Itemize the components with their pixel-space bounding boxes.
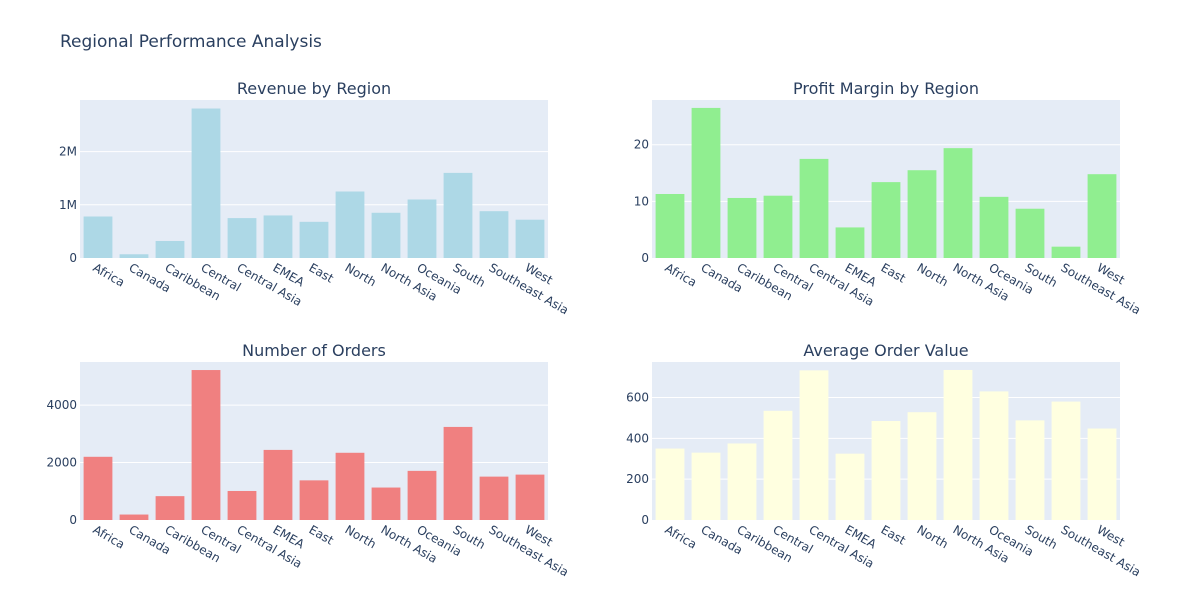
bar[interactable] [727, 197, 757, 258]
bar[interactable] [119, 254, 149, 258]
bar[interactable] [835, 227, 865, 258]
bar[interactable] [799, 158, 829, 258]
bar[interactable] [799, 370, 829, 520]
bar[interactable] [155, 496, 185, 520]
bar[interactable] [515, 474, 545, 520]
bar[interactable] [83, 456, 113, 520]
subplot-title: Average Order Value [803, 341, 968, 360]
bar[interactable] [1051, 401, 1081, 520]
bar[interactable] [335, 452, 365, 520]
y-tick-label: 0 [69, 251, 77, 265]
bar[interactable] [871, 420, 901, 520]
bar[interactable] [335, 191, 365, 258]
bar[interactable] [835, 453, 865, 520]
bar[interactable] [263, 215, 293, 258]
bar[interactable] [479, 211, 509, 258]
bar[interactable] [691, 107, 721, 258]
x-tick-label: East [307, 522, 337, 547]
figure-title: Regional Performance Analysis [60, 32, 322, 52]
x-tick-label: North [343, 522, 379, 551]
x-tick-label: Africa [91, 522, 128, 551]
x-tick-label: North [915, 260, 951, 289]
bar[interactable] [763, 195, 793, 258]
subplot-title: Revenue by Region [237, 79, 391, 98]
bar[interactable] [763, 410, 793, 520]
y-tick-label: 0 [69, 513, 77, 527]
bar[interactable] [655, 448, 685, 520]
bar[interactable] [943, 148, 973, 258]
bar[interactable] [979, 391, 1009, 520]
bar[interactable] [407, 470, 437, 520]
bar[interactable] [371, 487, 401, 520]
y-tick-label: 4000 [46, 398, 77, 412]
bar[interactable] [943, 369, 973, 520]
bar[interactable] [443, 426, 473, 520]
y-tick-label: 20 [634, 138, 649, 152]
bar[interactable] [299, 221, 329, 258]
bar[interactable] [515, 219, 545, 258]
y-tick-label: 0 [641, 513, 649, 527]
bar[interactable] [191, 370, 221, 520]
subplot-title: Number of Orders [242, 341, 386, 360]
bar[interactable] [119, 514, 149, 520]
bar[interactable] [907, 170, 937, 258]
y-tick-label: 1M [59, 198, 77, 212]
bar[interactable] [227, 490, 257, 520]
x-tick-label: North [915, 522, 951, 551]
y-tick-label: 10 [634, 194, 649, 208]
bar[interactable] [691, 452, 721, 520]
y-tick-label: 0 [641, 251, 649, 265]
bar[interactable] [1051, 246, 1081, 258]
x-tick-label: Africa [663, 260, 700, 289]
y-tick-label: 2000 [46, 456, 77, 470]
bar[interactable] [655, 194, 685, 258]
x-tick-label: Africa [663, 522, 700, 551]
bar[interactable] [191, 108, 221, 259]
bar[interactable] [83, 216, 113, 258]
bar[interactable] [907, 412, 937, 520]
y-tick-label: 200 [626, 472, 649, 486]
bar[interactable] [299, 480, 329, 520]
bar[interactable] [979, 196, 1009, 258]
bar[interactable] [1087, 428, 1117, 520]
x-tick-label: Africa [91, 260, 128, 289]
bar[interactable] [227, 218, 257, 258]
bar[interactable] [263, 449, 293, 520]
x-tick-label: East [307, 260, 337, 285]
bar[interactable] [1087, 174, 1117, 258]
x-tick-label: North [343, 260, 379, 289]
bar[interactable] [1015, 420, 1045, 520]
x-tick-label: East [879, 522, 909, 547]
bar[interactable] [371, 212, 401, 258]
bar[interactable] [727, 443, 757, 520]
bar[interactable] [155, 240, 185, 258]
y-tick-label: 400 [626, 431, 649, 445]
bar[interactable] [479, 476, 509, 520]
y-tick-label: 600 [626, 391, 649, 405]
x-tick-label: East [879, 260, 909, 285]
bar[interactable] [407, 199, 437, 258]
y-tick-label: 2M [59, 145, 77, 159]
bar[interactable] [1015, 208, 1045, 258]
bar[interactable] [871, 182, 901, 258]
bar[interactable] [443, 172, 473, 258]
subplot-title: Profit Margin by Region [793, 79, 979, 98]
